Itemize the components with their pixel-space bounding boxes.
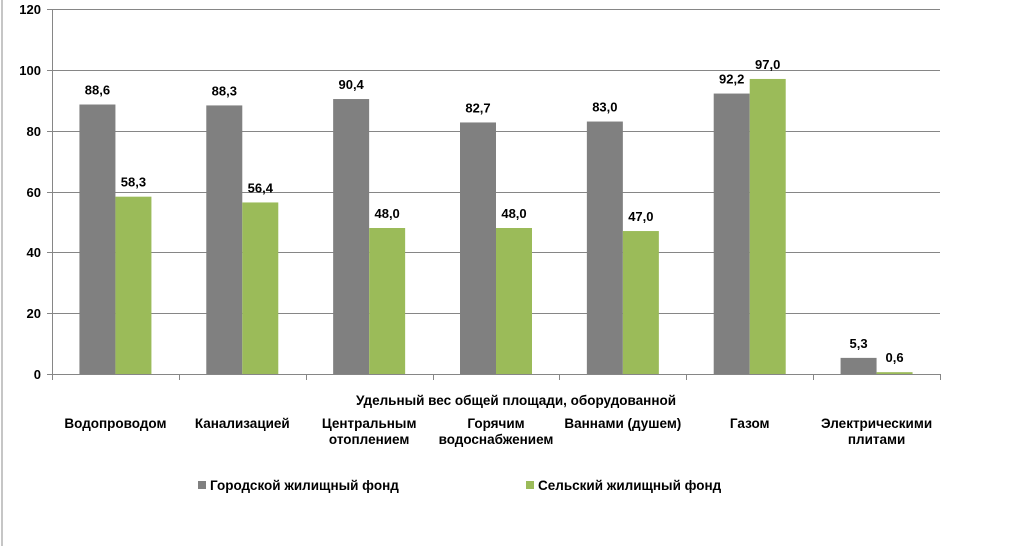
bar-rural: [242, 202, 279, 374]
y-tick-label: 120: [19, 2, 41, 17]
bar-urban: [586, 121, 623, 375]
x-category-label: отоплением: [329, 432, 409, 447]
bar-rural: [496, 228, 532, 374]
legend-swatch: [198, 481, 206, 489]
x-category-label: водоснабжением: [439, 432, 554, 447]
data-label: 83,0: [592, 100, 617, 115]
data-label: 88,3: [212, 83, 237, 98]
bar-urban: [840, 357, 877, 374]
x-category-label: Канализацией: [195, 416, 290, 431]
x-category-label: Газом: [730, 416, 770, 431]
y-tick-label: 0: [34, 367, 41, 382]
data-label: 56,4: [248, 180, 274, 195]
y-tick-label: 100: [19, 63, 41, 78]
data-label: 92,2: [719, 72, 744, 87]
x-category-label: Водопроводом: [64, 416, 166, 431]
x-category-label: Горячим: [467, 416, 524, 431]
data-label: 48,0: [374, 206, 399, 221]
data-label: 47,0: [628, 209, 653, 224]
data-label: 97,0: [755, 57, 780, 72]
data-label: 82,7: [465, 100, 490, 115]
data-label: 58,3: [121, 175, 146, 190]
bar-rural: [369, 228, 406, 374]
legend-label: Сельский жилищный фонд: [538, 478, 722, 493]
y-tick-label: 60: [27, 185, 41, 200]
data-label: 88,6: [85, 83, 110, 98]
x-category-label: Ваннами (душем): [564, 416, 681, 431]
y-tick-label: 40: [27, 245, 41, 260]
data-label: 0,6: [886, 350, 904, 365]
bar-urban: [79, 104, 116, 374]
bar-rural: [749, 78, 786, 374]
x-category-label: плитами: [848, 432, 905, 447]
legend-label: Городской жилищный фонд: [210, 478, 399, 493]
bar-rural: [115, 196, 152, 374]
bar-urban: [460, 122, 496, 375]
bar-urban: [206, 105, 243, 374]
bar-urban: [713, 93, 750, 374]
data-label: 48,0: [501, 206, 526, 221]
bar-rural: [622, 231, 659, 374]
y-tick-label: 20: [27, 306, 41, 321]
x-category-label: Центральным: [322, 416, 417, 431]
bar-rural: [876, 372, 913, 374]
x-category-label: Электрическими: [821, 416, 932, 431]
x-axis-group-title: Удельный вес общей площади, оборудованно…: [356, 393, 676, 408]
data-label: 90,4: [338, 77, 364, 92]
data-label: 5,3: [850, 336, 868, 351]
bar-urban: [333, 99, 370, 375]
legend-swatch: [526, 481, 534, 489]
y-tick-label: 80: [27, 124, 41, 139]
